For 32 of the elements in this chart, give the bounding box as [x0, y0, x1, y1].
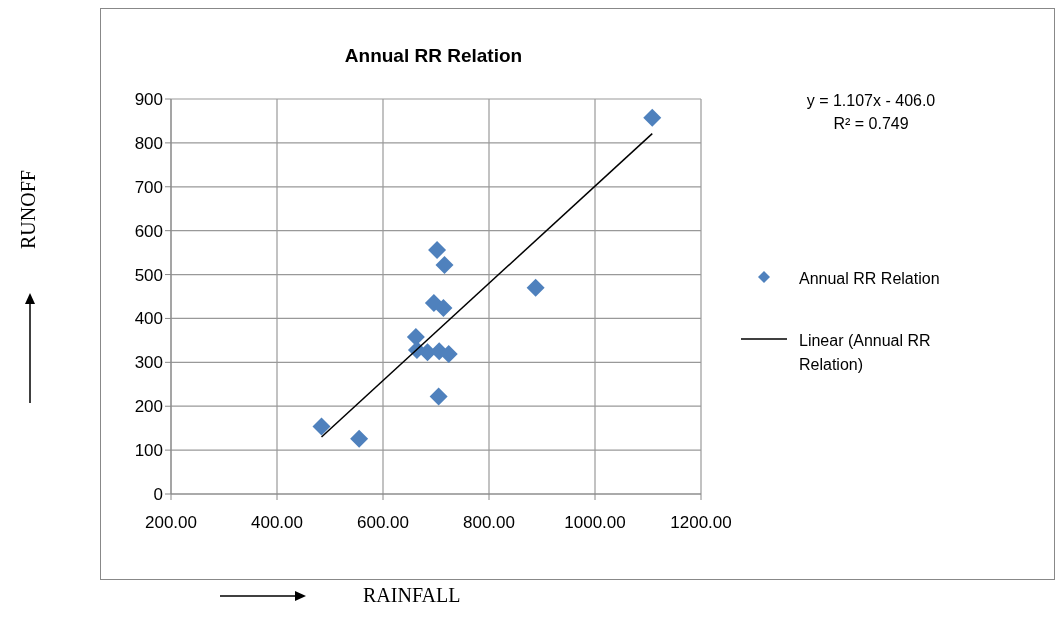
point — [643, 108, 662, 127]
y-tick-label: 800 — [134, 133, 163, 153]
point — [312, 417, 331, 436]
y-tick-label: 0 — [153, 485, 163, 505]
legend-label: Linear (Annual RR Relation) — [799, 331, 932, 375]
x-tick-label: 200.00 — [145, 513, 197, 533]
point — [350, 429, 369, 448]
point — [435, 255, 454, 274]
point — [428, 240, 447, 259]
y-tick-label: 700 — [134, 177, 163, 197]
y-tick-label: 500 — [134, 265, 163, 285]
legend-label: Annual RR Relation — [799, 269, 941, 289]
x-tick-label: 800.00 — [463, 513, 515, 533]
x-tick-label: 600.00 — [357, 513, 409, 533]
y-tick-label: 100 — [134, 441, 163, 461]
text: y = 1.107x - 406.0 — [805, 91, 937, 111]
x-tick-label: 1000.00 — [564, 513, 626, 533]
x-tick-label: 400.00 — [251, 513, 303, 533]
point — [434, 298, 453, 317]
y-tick-label: 600 — [134, 221, 163, 241]
y-axis-title: RUNOFF — [16, 169, 40, 251]
y-tick-label: 400 — [134, 309, 163, 329]
point — [406, 327, 425, 346]
point — [429, 387, 448, 406]
x-axis-title: RAINFALL — [363, 584, 461, 607]
text: R² = 0.749 — [832, 114, 910, 134]
y-tick-label: 900 — [134, 90, 163, 110]
chart-title: Annual RR Relation — [343, 45, 524, 67]
y-tick-label: 300 — [134, 353, 163, 373]
y-tick-label: 200 — [134, 397, 163, 417]
point — [526, 278, 545, 297]
x-tick-label: 1200.00 — [670, 513, 732, 533]
